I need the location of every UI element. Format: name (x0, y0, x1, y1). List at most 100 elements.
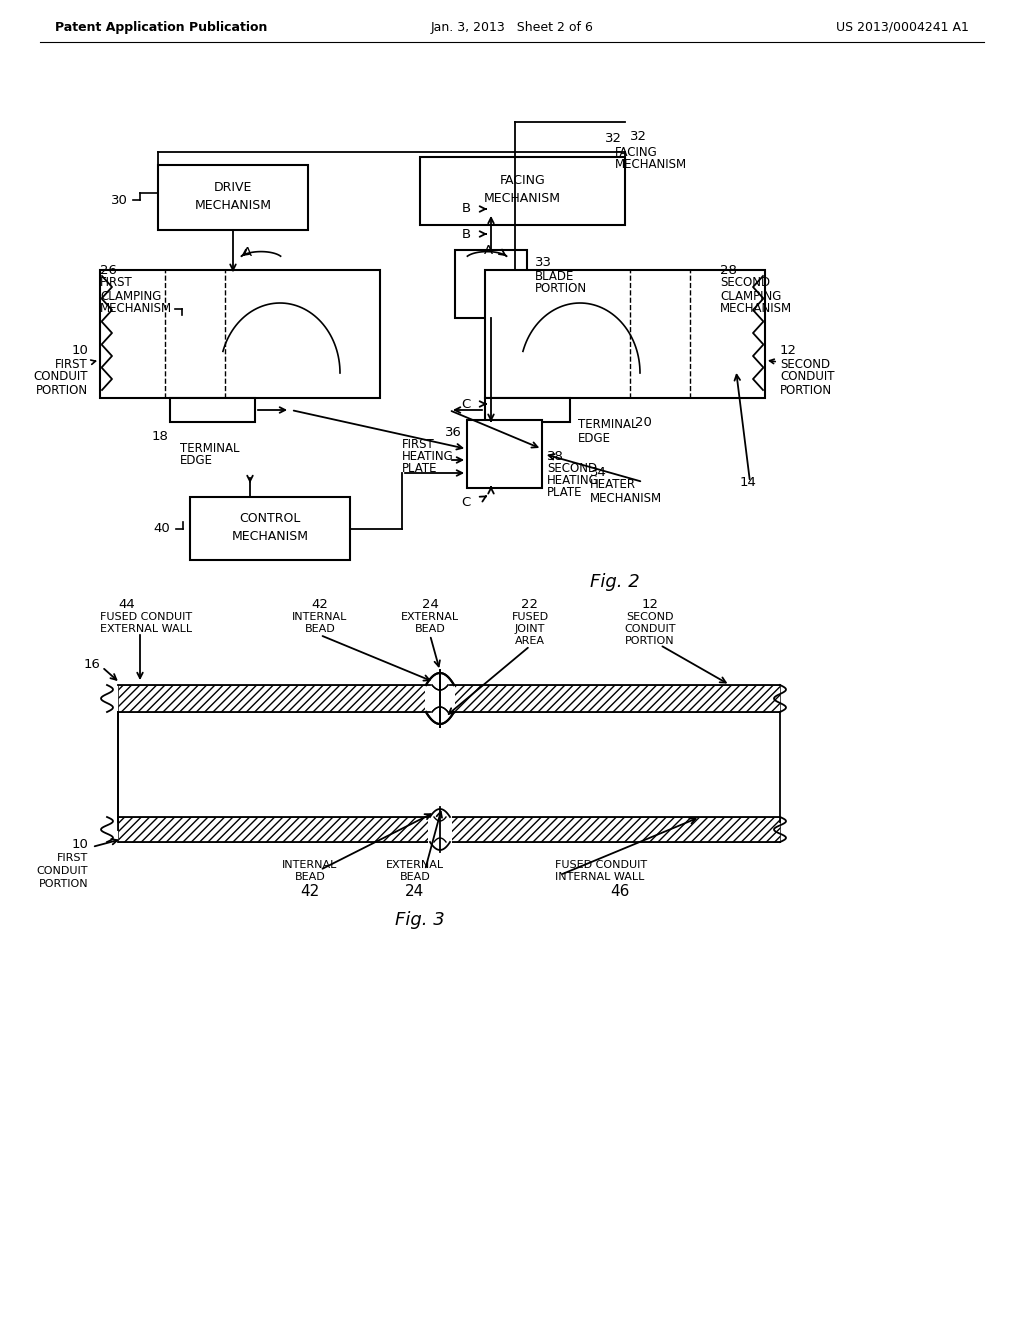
Text: SECOND: SECOND (547, 462, 597, 475)
Text: MECHANISM: MECHANISM (484, 193, 561, 206)
Text: EDGE: EDGE (578, 432, 611, 445)
Text: MECHANISM: MECHANISM (100, 302, 172, 315)
Text: Jan. 3, 2013   Sheet 2 of 6: Jan. 3, 2013 Sheet 2 of 6 (430, 21, 594, 33)
Text: MECHANISM: MECHANISM (231, 531, 308, 543)
Text: MECHANISM: MECHANISM (615, 158, 687, 172)
Text: MECHANISM: MECHANISM (720, 302, 793, 315)
Text: 16: 16 (83, 659, 100, 672)
Text: FACING: FACING (615, 145, 657, 158)
Text: AREA: AREA (515, 636, 545, 645)
Bar (118, 817, 432, 842)
Text: FIRST: FIRST (56, 853, 88, 863)
Text: 42: 42 (311, 598, 329, 611)
Text: PORTION: PORTION (36, 384, 88, 396)
Text: CLAMPING: CLAMPING (720, 289, 781, 302)
Text: Fig. 3: Fig. 3 (395, 911, 444, 929)
Text: 26: 26 (100, 264, 117, 276)
Bar (118, 685, 430, 711)
Text: INTERNAL WALL: INTERNAL WALL (555, 873, 644, 882)
Text: 22: 22 (521, 598, 539, 611)
Text: MECHANISM: MECHANISM (590, 491, 663, 504)
Bar (420, 157, 625, 224)
Text: 32: 32 (605, 132, 622, 145)
Text: SECOND: SECOND (720, 276, 770, 289)
Text: PORTION: PORTION (780, 384, 833, 396)
Bar (100, 271, 380, 399)
Text: FUSED: FUSED (511, 612, 549, 622)
Text: 34: 34 (590, 466, 607, 479)
Text: 24: 24 (406, 884, 425, 899)
Text: HEATING: HEATING (547, 474, 599, 487)
Bar (467, 420, 542, 488)
Text: PORTION: PORTION (626, 636, 675, 645)
Bar (450, 685, 780, 711)
Text: CLAMPING: CLAMPING (100, 289, 162, 302)
Text: 40: 40 (154, 521, 170, 535)
Text: DRIVE: DRIVE (214, 181, 252, 194)
Text: EXTERNAL: EXTERNAL (386, 861, 444, 870)
Text: Patent Application Publication: Patent Application Publication (55, 21, 267, 33)
Bar (190, 498, 350, 560)
Text: 14: 14 (740, 475, 757, 488)
Text: Fig. 2: Fig. 2 (590, 573, 640, 591)
Text: EXTERNAL WALL: EXTERNAL WALL (100, 624, 193, 634)
Text: SECOND: SECOND (627, 612, 674, 622)
Text: TERMINAL: TERMINAL (180, 441, 240, 454)
Text: 30: 30 (112, 194, 128, 206)
Text: 18: 18 (152, 429, 168, 442)
Text: 20: 20 (635, 416, 652, 429)
Text: BEAD: BEAD (295, 873, 326, 882)
Text: CONTROL: CONTROL (240, 512, 301, 525)
Text: EDGE: EDGE (180, 454, 213, 466)
Text: 42: 42 (300, 884, 319, 899)
Text: B: B (462, 202, 471, 215)
Text: JOINT: JOINT (515, 624, 545, 634)
Text: TERMINAL: TERMINAL (578, 418, 638, 432)
Text: 32: 32 (630, 131, 647, 144)
Bar (170, 399, 255, 422)
Text: FIRST: FIRST (100, 276, 133, 289)
Text: B: B (462, 227, 471, 240)
Bar (485, 399, 570, 422)
Text: US 2013/0004241 A1: US 2013/0004241 A1 (837, 21, 969, 33)
Text: 28: 28 (720, 264, 737, 276)
Text: 36: 36 (445, 425, 462, 438)
Text: 12: 12 (641, 598, 658, 611)
Bar (425, 684, 455, 713)
Text: PLATE: PLATE (547, 487, 583, 499)
Text: 46: 46 (610, 884, 630, 899)
Text: 24: 24 (422, 598, 438, 611)
Text: A: A (243, 246, 252, 259)
Text: C: C (462, 397, 471, 411)
Bar (428, 816, 452, 843)
Text: BLADE: BLADE (535, 269, 574, 282)
Bar (449, 817, 780, 842)
Text: 33: 33 (535, 256, 552, 268)
Text: FUSED CONDUIT: FUSED CONDUIT (100, 612, 193, 622)
Bar (158, 165, 308, 230)
Text: PORTION: PORTION (38, 879, 88, 888)
Text: CONDUIT: CONDUIT (780, 371, 835, 384)
Text: A: A (484, 243, 493, 256)
Text: FACING: FACING (500, 174, 546, 187)
Text: BEAD: BEAD (304, 624, 336, 634)
Text: 12: 12 (780, 343, 797, 356)
Text: PLATE: PLATE (402, 462, 437, 475)
Text: HEATING: HEATING (402, 450, 454, 463)
Text: 10: 10 (71, 838, 88, 851)
Text: BEAD: BEAD (415, 624, 445, 634)
Text: SECOND: SECOND (780, 358, 830, 371)
Text: CONDUIT: CONDUIT (37, 866, 88, 876)
Text: PORTION: PORTION (535, 282, 587, 296)
Text: 44: 44 (118, 598, 135, 611)
Text: EXTERNAL: EXTERNAL (401, 612, 459, 622)
Text: INTERNAL: INTERNAL (292, 612, 348, 622)
Text: 10: 10 (71, 343, 88, 356)
Text: C: C (462, 495, 471, 508)
Text: CONDUIT: CONDUIT (34, 371, 88, 384)
Text: FUSED CONDUIT: FUSED CONDUIT (555, 861, 647, 870)
Text: FIRST: FIRST (55, 358, 88, 371)
Text: 38: 38 (547, 450, 564, 462)
Bar (485, 271, 765, 399)
Text: FIRST: FIRST (402, 438, 435, 451)
